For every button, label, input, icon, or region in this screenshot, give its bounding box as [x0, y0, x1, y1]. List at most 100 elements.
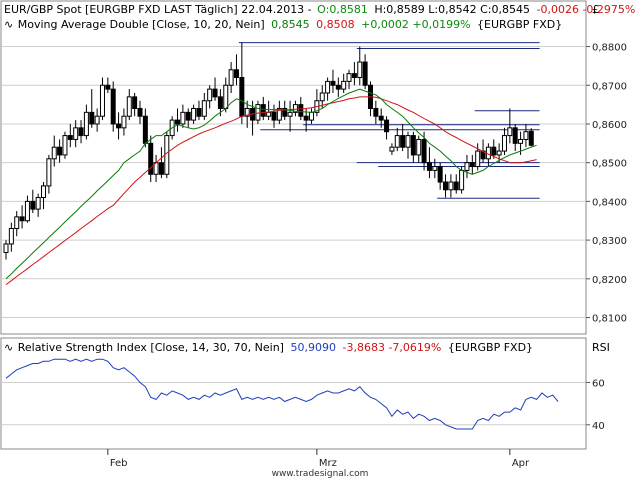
- candle-up: [73, 127, 79, 140]
- candle-down: [421, 138, 427, 164]
- candle-down: [67, 135, 73, 140]
- candle-down: [239, 77, 245, 117]
- candle-down: [137, 107, 143, 117]
- price-tick-label: 0,8800: [592, 43, 627, 54]
- candle-up: [83, 111, 89, 137]
- candle-up: [94, 115, 100, 125]
- candle-up: [126, 96, 132, 117]
- candle-down: [303, 115, 309, 121]
- candle-up: [309, 111, 315, 121]
- candle-down: [175, 119, 181, 125]
- candle-up: [325, 80, 331, 94]
- ma-fast-value: 0,8545: [271, 18, 310, 31]
- rsi-label: Relative Strength Index [Close, 14, 30, …: [18, 341, 284, 354]
- hlc-values: H:0,8589 L:0,8542 C:0,8545: [374, 3, 530, 16]
- rsi-line: [5, 358, 559, 430]
- candle-down: [453, 181, 459, 191]
- candle-down: [30, 200, 36, 210]
- price-tick-label: 0,8400: [592, 197, 627, 208]
- support-resistance-lines: [238, 42, 540, 199]
- candle-down: [437, 166, 443, 183]
- candle-down: [19, 216, 25, 222]
- ma-icon: ∿: [4, 18, 13, 31]
- candle-down: [132, 96, 138, 109]
- candle-down: [110, 88, 116, 125]
- candle-up: [180, 111, 186, 125]
- candle-up: [448, 181, 454, 191]
- open-value: O:0,8581: [317, 3, 368, 16]
- candle-up: [207, 88, 213, 102]
- candle-up: [292, 104, 298, 113]
- candle-down: [116, 123, 122, 129]
- candle-down: [196, 107, 202, 117]
- candle-down: [185, 111, 191, 121]
- moving-averages: [5, 88, 537, 286]
- candle-up: [99, 84, 105, 117]
- candle-up: [276, 107, 282, 121]
- candle-up: [244, 107, 250, 117]
- rsi-axis-title: RSI: [592, 341, 610, 354]
- candle-down: [217, 96, 223, 109]
- candle-up: [201, 100, 207, 117]
- x-axis-ticks: Feb Mrz Apr: [107, 449, 530, 469]
- candle-up: [35, 197, 41, 210]
- candle-down: [400, 135, 406, 148]
- x-tick-label-feb: Feb: [110, 458, 128, 469]
- candle-down: [105, 84, 111, 90]
- grid: [2, 46, 586, 426]
- candle-down: [491, 146, 497, 156]
- currency-symbol: £: [592, 3, 599, 16]
- rsi-series: [5, 358, 559, 430]
- candle-down: [378, 115, 384, 121]
- price-change: -0,0026 -0,2975%: [537, 3, 636, 16]
- candle-up: [464, 162, 470, 171]
- candle-up: [24, 200, 30, 222]
- candle-up: [432, 166, 438, 171]
- candle-down: [260, 104, 266, 117]
- candle-up: [62, 135, 68, 156]
- rsi-icon: ∿: [4, 341, 13, 354]
- candle-up: [416, 138, 422, 156]
- candle-up: [523, 131, 529, 140]
- candle-up: [255, 104, 261, 121]
- ma-label: Moving Average Double [Close, 10, 20, Ne…: [18, 18, 265, 31]
- candle-up: [346, 73, 352, 82]
- candle-up: [3, 243, 9, 253]
- price-tick-label: 0,8700: [592, 81, 627, 92]
- ma-header: ∿ Moving Average Double [Close, 10, 20, …: [4, 18, 562, 31]
- candle-up: [228, 69, 234, 86]
- ma-change: +0,0002 +0,0199%: [361, 18, 470, 31]
- candle-up: [51, 146, 57, 160]
- candle-down: [142, 115, 148, 144]
- candle-up: [405, 135, 411, 148]
- candle-up: [191, 107, 197, 121]
- rsi-change: -3,8683 -7,0619%: [342, 341, 441, 354]
- candle-down: [351, 73, 357, 79]
- candle-down: [426, 162, 432, 171]
- footer-watermark: www.tradesignal.com: [272, 469, 369, 479]
- rsi-source: {EURGBP FXD}: [448, 341, 533, 354]
- price-tick-label: 0,8100: [592, 314, 627, 325]
- candle-up: [41, 185, 47, 199]
- candle-down: [282, 107, 288, 117]
- candle-up: [8, 227, 14, 245]
- candle-down: [78, 127, 84, 137]
- rsi-header: ∿ Relative Strength Index [Close, 14, 30…: [4, 341, 533, 354]
- candle-down: [148, 142, 154, 175]
- ma-slow-line: [5, 96, 537, 286]
- candle-up: [394, 135, 400, 148]
- x-tick-label-mrz: Mrz: [319, 458, 337, 469]
- instrument-label: EUR/GBP Spot [EURGBP FXD LAST Täglich] 2…: [4, 3, 312, 16]
- rsi-tick-label: 40: [592, 421, 605, 432]
- candle-up: [357, 61, 363, 79]
- candle-up: [475, 150, 481, 168]
- candle-down: [57, 146, 63, 156]
- candle-up: [14, 216, 20, 229]
- price-header: EUR/GBP Spot [EURGBP FXD LAST Täglich] 2…: [4, 3, 635, 16]
- ma-source: {EURGBP FXD}: [477, 18, 562, 31]
- price-tick-label: 0,8600: [592, 120, 627, 131]
- price-tick-label: 0,8500: [592, 159, 627, 170]
- candle-down: [362, 61, 368, 86]
